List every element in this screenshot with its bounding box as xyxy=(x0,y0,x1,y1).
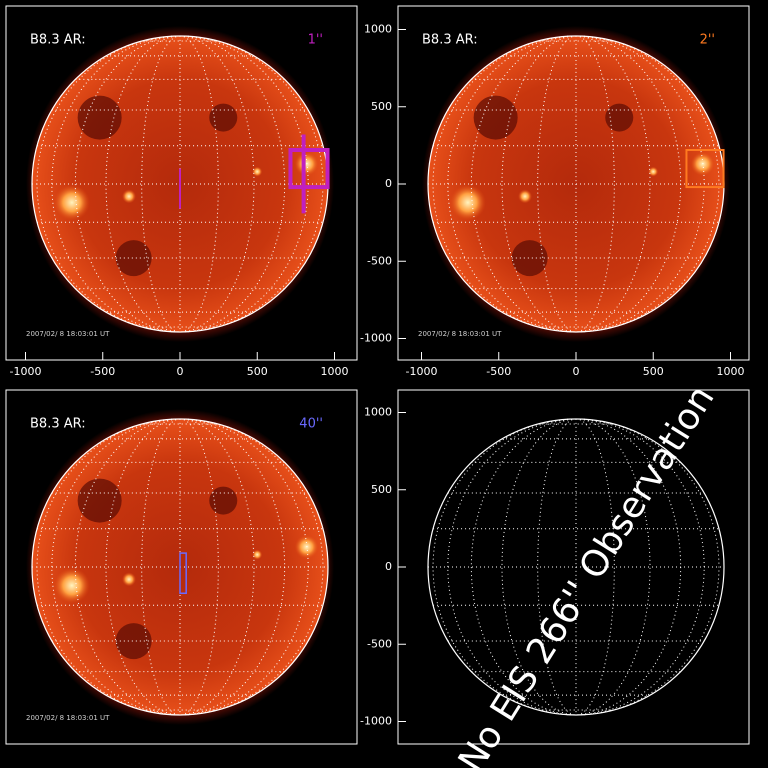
dark-region xyxy=(473,95,518,140)
longitude-line xyxy=(51,418,181,716)
longitude-line xyxy=(432,35,577,333)
panel-label: B8.3 AR: xyxy=(30,417,86,432)
limb xyxy=(31,418,329,716)
y-tick-label: 0 xyxy=(385,560,392,573)
longitude-line xyxy=(179,418,309,716)
longitude-line xyxy=(447,35,577,333)
x-tick-label: 0 xyxy=(177,365,184,378)
axes-frame xyxy=(5,389,358,745)
bright-region xyxy=(53,184,90,221)
x-tick-label: -500 xyxy=(90,365,115,378)
fov-label: 1'' xyxy=(308,33,323,48)
longitude-line xyxy=(575,418,705,716)
y-tick-label: 500 xyxy=(371,483,392,496)
longitude-line xyxy=(179,35,324,333)
y-tick-label: -500 xyxy=(367,637,392,650)
y-tick-label: 500 xyxy=(371,100,392,113)
longitude-line xyxy=(575,35,705,333)
x-tick-label: 500 xyxy=(643,365,664,378)
panel-label: B8.3 AR: xyxy=(422,33,478,48)
longitude-line xyxy=(432,418,577,716)
panels: -1000 -500 0 500 1000 B8.3 AR: 1'' 2007/02/ 8 1… xyxy=(5,5,750,745)
bright-region xyxy=(122,189,137,204)
axes-frame xyxy=(397,5,750,361)
bright-region xyxy=(518,189,533,204)
y-tick-label: 1000 xyxy=(364,23,392,36)
longitude-line xyxy=(36,418,181,716)
raster-box xyxy=(288,148,330,190)
x-tick-label: -1000 xyxy=(10,365,42,378)
longitude-line xyxy=(447,418,577,716)
bright-region xyxy=(122,572,137,587)
longitude-line xyxy=(179,35,309,333)
x-tick-label: 1000 xyxy=(717,365,745,378)
longitude-line xyxy=(575,35,720,333)
dark-region xyxy=(209,103,238,132)
longitude-line xyxy=(179,418,324,716)
longitude-line xyxy=(51,35,181,333)
timestamp: 2007/02/ 8 18:03:01 UT xyxy=(26,330,110,338)
bright-region xyxy=(449,184,486,221)
x-tick-label: -1000 xyxy=(406,365,438,378)
axes-frame xyxy=(5,5,358,361)
timestamp: 2007/02/ 8 18:03:01 UT xyxy=(418,330,502,338)
longitude-line xyxy=(36,35,181,333)
y-tick-label: -1000 xyxy=(360,715,392,728)
y-tick-label: -1000 xyxy=(360,332,392,345)
bright-region xyxy=(648,166,659,177)
raster-box xyxy=(685,149,725,189)
bright-region xyxy=(252,549,263,560)
y-tick-label: 1000 xyxy=(364,406,392,419)
x-tick-label: 0 xyxy=(573,365,580,378)
x-tick-label: 1000 xyxy=(321,365,349,378)
x-tick-label: 500 xyxy=(247,365,268,378)
dark-region xyxy=(115,623,152,660)
raster-box xyxy=(179,552,187,595)
dark-region xyxy=(77,95,122,140)
panel-label: B8.3 AR: xyxy=(30,33,86,48)
dark-region xyxy=(115,240,152,277)
dark-region xyxy=(209,486,238,515)
x-tick-label: -500 xyxy=(486,365,511,378)
dark-region xyxy=(511,240,548,277)
y-tick-label: -500 xyxy=(367,254,392,267)
limb xyxy=(427,418,725,716)
bright-region xyxy=(252,166,263,177)
y-tick-label: 0 xyxy=(385,177,392,190)
timestamp: 2007/02/ 8 18:03:01 UT xyxy=(26,714,110,722)
bright-region xyxy=(53,567,90,604)
fov-label: 2'' xyxy=(700,33,715,48)
dark-region xyxy=(77,478,122,523)
longitude-line xyxy=(575,418,720,716)
dark-region xyxy=(605,103,634,132)
fov-label: 40'' xyxy=(299,417,323,432)
